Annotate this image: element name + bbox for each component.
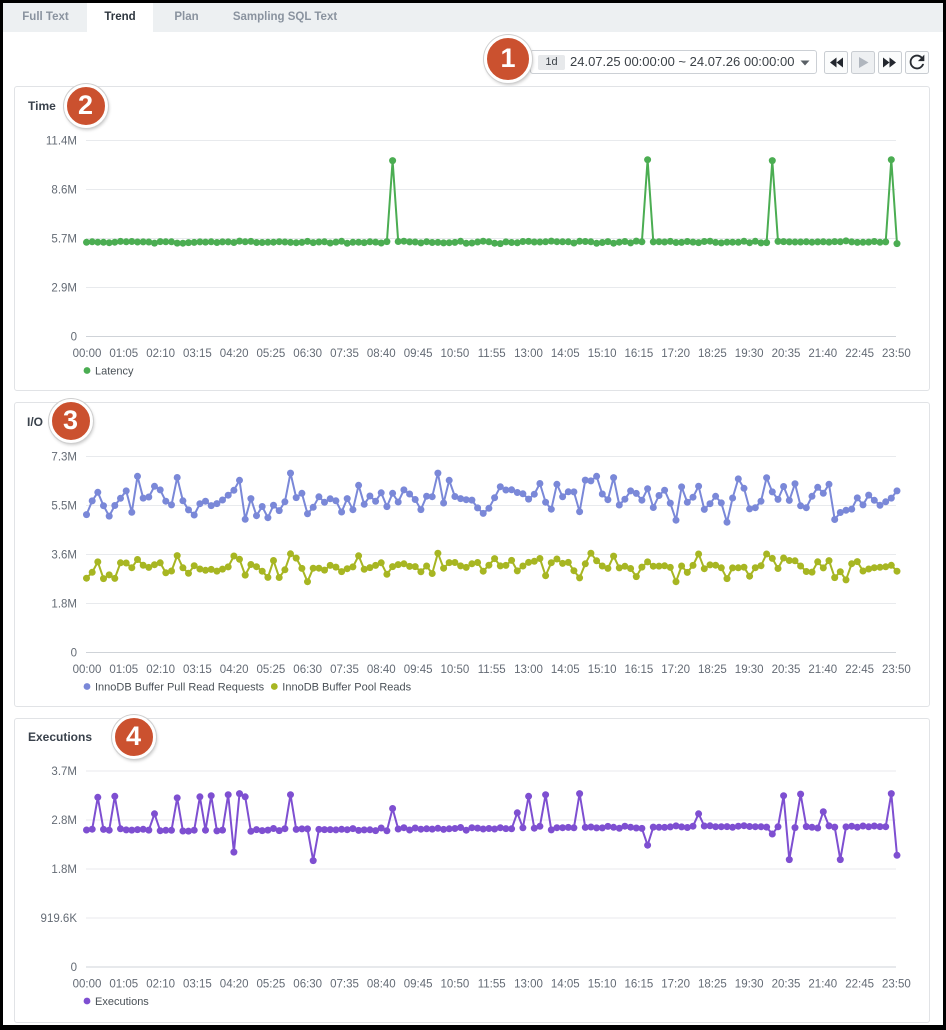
svg-text:2.8M: 2.8M <box>51 815 77 827</box>
svg-text:13:00: 13:00 <box>514 348 543 360</box>
svg-text:1.8M: 1.8M <box>51 599 77 611</box>
svg-text:5.5M: 5.5M <box>51 501 77 513</box>
svg-text:14:05: 14:05 <box>551 348 580 360</box>
svg-text:01:05: 01:05 <box>109 348 138 360</box>
svg-text:20:35: 20:35 <box>772 348 801 360</box>
svg-text:22:45: 22:45 <box>845 664 874 676</box>
svg-text:04:20: 04:20 <box>220 348 249 360</box>
svg-text:08:40: 08:40 <box>367 348 396 360</box>
svg-text:19:30: 19:30 <box>735 664 764 676</box>
svg-text:0: 0 <box>71 648 77 660</box>
svg-text:02:10: 02:10 <box>146 979 175 991</box>
svg-text:18:25: 18:25 <box>698 348 727 360</box>
svg-text:05:25: 05:25 <box>257 664 286 676</box>
svg-text:22:45: 22:45 <box>845 979 874 991</box>
svg-text:05:25: 05:25 <box>257 979 286 991</box>
svg-text:01:05: 01:05 <box>109 664 138 676</box>
svg-text:15:10: 15:10 <box>588 348 617 360</box>
svg-text:23:50: 23:50 <box>882 348 911 360</box>
svg-text:06:30: 06:30 <box>293 348 322 360</box>
svg-text:21:40: 21:40 <box>808 348 837 360</box>
svg-text:13:00: 13:00 <box>514 979 543 991</box>
svg-text:16:15: 16:15 <box>625 979 654 991</box>
svg-text:09:45: 09:45 <box>404 664 433 676</box>
svg-text:0: 0 <box>71 332 77 344</box>
svg-text:16:15: 16:15 <box>625 664 654 676</box>
svg-text:15:10: 15:10 <box>588 979 617 991</box>
svg-text:11:55: 11:55 <box>478 979 506 991</box>
svg-text:14:05: 14:05 <box>551 664 580 676</box>
svg-text:18:25: 18:25 <box>698 979 727 991</box>
svg-text:04:20: 04:20 <box>220 979 249 991</box>
svg-text:1.8M: 1.8M <box>51 864 77 876</box>
svg-text:10:50: 10:50 <box>441 348 470 360</box>
svg-text:08:40: 08:40 <box>367 664 396 676</box>
svg-text:16:15: 16:15 <box>625 348 654 360</box>
svg-text:3.7M: 3.7M <box>51 766 77 778</box>
svg-text:07:35: 07:35 <box>330 348 359 360</box>
svg-text:06:30: 06:30 <box>293 979 322 991</box>
svg-text:15:10: 15:10 <box>588 664 617 676</box>
svg-text:23:50: 23:50 <box>882 979 911 991</box>
svg-text:03:15: 03:15 <box>183 664 212 676</box>
svg-text:7.3M: 7.3M <box>51 452 77 464</box>
svg-text:03:15: 03:15 <box>183 348 212 360</box>
svg-text:03:15: 03:15 <box>183 979 212 991</box>
svg-text:20:35: 20:35 <box>772 979 801 991</box>
svg-text:3.6M: 3.6M <box>51 550 77 562</box>
svg-text:00:00: 00:00 <box>73 348 102 360</box>
svg-text:5.7M: 5.7M <box>51 234 77 246</box>
svg-text:19:30: 19:30 <box>735 348 764 360</box>
svg-text:21:40: 21:40 <box>808 664 837 676</box>
svg-text:09:45: 09:45 <box>404 348 433 360</box>
svg-text:11.4M: 11.4M <box>46 136 77 148</box>
svg-text:00:00: 00:00 <box>73 664 102 676</box>
svg-text:22:45: 22:45 <box>845 348 874 360</box>
svg-text:05:25: 05:25 <box>257 348 286 360</box>
svg-text:InnoDB Buffer Pull Read Reques: InnoDB Buffer Pull Read Requests <box>95 682 265 694</box>
svg-text:00:00: 00:00 <box>73 979 102 991</box>
svg-text:21:40: 21:40 <box>808 979 837 991</box>
svg-text:2.9M: 2.9M <box>51 283 77 295</box>
svg-text:14:05: 14:05 <box>551 979 580 991</box>
svg-text:919.6K: 919.6K <box>41 913 78 925</box>
svg-text:06:30: 06:30 <box>293 664 322 676</box>
svg-text:01:05: 01:05 <box>109 979 138 991</box>
svg-text:17:20: 17:20 <box>661 348 690 360</box>
svg-text:07:35: 07:35 <box>330 979 359 991</box>
svg-text:08:40: 08:40 <box>367 979 396 991</box>
svg-text:11:55: 11:55 <box>478 348 506 360</box>
svg-text:23:50: 23:50 <box>882 664 911 676</box>
svg-text:0: 0 <box>71 962 77 974</box>
svg-text:17:20: 17:20 <box>661 664 690 676</box>
svg-text:10:50: 10:50 <box>441 664 470 676</box>
svg-text:13:00: 13:00 <box>514 664 543 676</box>
svg-text:10:50: 10:50 <box>441 979 470 991</box>
svg-text:Latency: Latency <box>95 366 134 378</box>
svg-text:Executions: Executions <box>95 996 149 1008</box>
svg-text:8.6M: 8.6M <box>51 185 77 197</box>
svg-text:InnoDB Buffer Pool Reads: InnoDB Buffer Pool Reads <box>282 682 411 694</box>
svg-text:19:30: 19:30 <box>735 979 764 991</box>
svg-text:02:10: 02:10 <box>146 348 175 360</box>
svg-text:04:20: 04:20 <box>220 664 249 676</box>
svg-text:07:35: 07:35 <box>330 664 359 676</box>
svg-text:02:10: 02:10 <box>146 664 175 676</box>
svg-text:18:25: 18:25 <box>698 664 727 676</box>
svg-text:20:35: 20:35 <box>772 664 801 676</box>
svg-text:11:55: 11:55 <box>478 664 506 676</box>
svg-text:09:45: 09:45 <box>404 979 433 991</box>
svg-text:17:20: 17:20 <box>661 979 690 991</box>
